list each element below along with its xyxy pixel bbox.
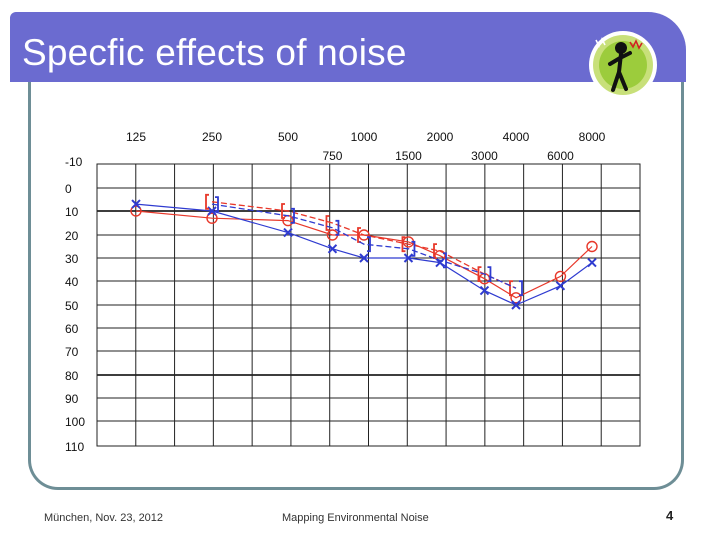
marker-bracket-right bbox=[487, 266, 492, 282]
y-tick-label: 70 bbox=[65, 345, 79, 359]
marker-bracket-left bbox=[401, 236, 406, 253]
marker-x bbox=[131, 199, 141, 209]
marker-bracket-right bbox=[291, 207, 295, 224]
content-frame bbox=[28, 82, 684, 490]
series-line-3 bbox=[211, 203, 517, 289]
marker-bracket-left bbox=[477, 266, 482, 282]
marker-circle bbox=[206, 212, 218, 224]
series-line-0 bbox=[135, 210, 593, 299]
marker-x bbox=[479, 285, 490, 296]
y-tick-label: -10 bbox=[65, 155, 83, 169]
slide-title: Specfic effects of noise bbox=[22, 32, 407, 73]
marker-x bbox=[359, 253, 369, 263]
y-tick-label: 10 bbox=[65, 205, 79, 219]
title-bar bbox=[10, 12, 686, 82]
marker-bracket-right bbox=[519, 280, 523, 297]
series-line-2 bbox=[211, 201, 517, 289]
marker-bracket-right bbox=[411, 240, 416, 257]
marker-x bbox=[327, 244, 338, 254]
footer-title: Mapping Environmental Noise bbox=[282, 512, 429, 524]
x-tick-label-top: 125 bbox=[126, 130, 146, 144]
noise-logo-icon bbox=[589, 31, 657, 99]
marker-x bbox=[555, 281, 566, 291]
y-tick-label: 30 bbox=[65, 252, 79, 266]
y-tick-label: 0 bbox=[65, 182, 72, 196]
y-tick-label: 110 bbox=[65, 440, 84, 454]
marker-x bbox=[587, 257, 597, 268]
y-tick-label: 60 bbox=[65, 322, 79, 336]
marker-circle bbox=[510, 292, 522, 304]
marker-bracket-left bbox=[205, 193, 209, 210]
marker-circle bbox=[130, 205, 142, 217]
marker-circle bbox=[586, 240, 598, 253]
x-tick-label-top: 8000 bbox=[579, 130, 606, 144]
x-tick-label-bottom: 3000 bbox=[471, 149, 498, 163]
x-tick-label-bottom: 6000 bbox=[547, 149, 574, 163]
y-tick-label: 90 bbox=[65, 392, 79, 406]
x-tick-label-top: 500 bbox=[278, 130, 298, 144]
x-tick-label-top: 4000 bbox=[503, 130, 530, 144]
x-tick-label-top: 250 bbox=[202, 130, 222, 144]
marker-circle bbox=[358, 229, 370, 241]
page-number: 4 bbox=[666, 508, 674, 523]
marker-bracket-left bbox=[325, 215, 330, 231]
y-tick-label: 50 bbox=[65, 299, 79, 313]
marker-x bbox=[403, 253, 414, 263]
marker-circle bbox=[554, 270, 567, 283]
marker-bracket-right bbox=[335, 219, 340, 236]
x-tick-label-bottom: 1500 bbox=[395, 149, 422, 163]
x-tick-label-top: 2000 bbox=[427, 130, 454, 144]
marker-bracket-left bbox=[433, 243, 437, 259]
marker-x bbox=[207, 206, 217, 216]
marker-bracket-left bbox=[281, 203, 285, 219]
y-tick-label: 40 bbox=[65, 275, 79, 289]
marker-bracket-right bbox=[367, 236, 371, 253]
footer-date: München, Nov. 23, 2012 bbox=[44, 512, 164, 524]
marker-bracket-right bbox=[215, 196, 219, 212]
marker-x bbox=[511, 300, 521, 310]
y-tick-label: 20 bbox=[65, 229, 79, 243]
x-tick-label-top: 1000 bbox=[351, 130, 378, 144]
marker-bracket-right bbox=[443, 252, 447, 269]
marker-x bbox=[283, 227, 293, 238]
x-tick-label-bottom: 750 bbox=[322, 149, 342, 163]
y-tick-label: 80 bbox=[65, 369, 79, 383]
marker-bracket-left bbox=[509, 280, 513, 297]
y-tick-label: 100 bbox=[65, 415, 85, 429]
